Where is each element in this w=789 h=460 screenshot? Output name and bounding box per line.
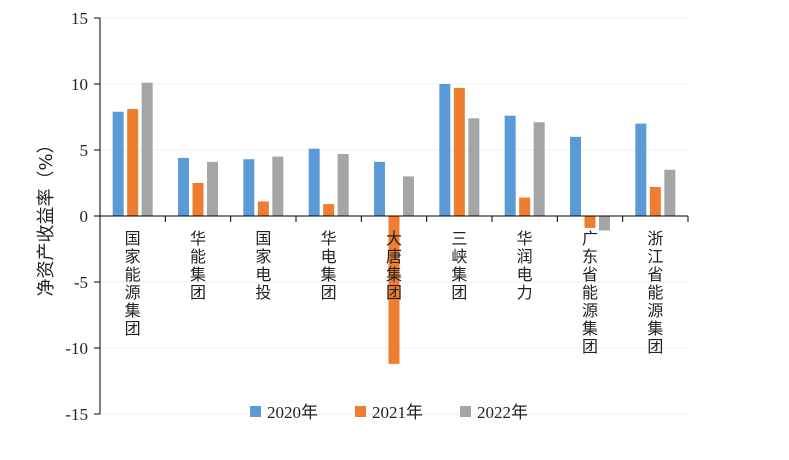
legend-swatch [250, 406, 261, 417]
bar-0-1 [127, 109, 139, 216]
bar-3-0 [308, 148, 320, 216]
bar-2-0 [243, 159, 255, 216]
bar-1-2 [207, 161, 218, 216]
bar-2-2 [272, 156, 284, 216]
y-tick-label: 10 [71, 75, 88, 94]
bars [112, 82, 676, 364]
bar-5-2 [468, 118, 480, 216]
bar-8-0 [635, 123, 647, 216]
bar-4-0 [374, 161, 385, 216]
bar-6-2 [533, 122, 545, 216]
category-label: 三峡集团 [451, 229, 467, 302]
bar-1-0 [178, 157, 189, 216]
category-label: 国家能源集团 [125, 229, 141, 338]
y-tick-label: -15 [65, 405, 88, 424]
bar-6-1 [519, 197, 531, 216]
category-labels: 国家能源集团 华能集团 国家电投 华电集团 大唐集团 三峡集团 华润电力 广东省能源集团 浙江省… [125, 229, 664, 356]
legend: 2020年 2021年 2022年 [250, 403, 528, 422]
legend-label: 2022年 [477, 403, 528, 422]
bar-3-2 [337, 153, 349, 216]
bar-0-0 [112, 111, 124, 216]
bar-7-2 [599, 216, 610, 231]
y-tick-label: 15 [71, 9, 88, 28]
bar-6-0 [504, 115, 516, 216]
y-tick-label: -5 [74, 273, 88, 292]
legend-label: 2021年 [372, 403, 423, 422]
y-axis-label: 净资产收益率（%） [36, 135, 57, 296]
bar-3-1 [323, 204, 335, 216]
category-label: 华电集团 [321, 229, 337, 302]
legend-swatch [460, 406, 471, 417]
y-tick-label: 0 [80, 207, 89, 226]
bar-7-1 [584, 216, 596, 228]
legend-swatch [355, 406, 366, 417]
bar-8-1 [649, 186, 661, 216]
axes [94, 17, 689, 415]
category-label: 广东省能源集团 [582, 229, 598, 356]
bar-8-2 [664, 169, 676, 216]
y-tick-labels: 15 10 5 0 -5 -10 -15 [65, 9, 88, 424]
category-label: 国家电投 [255, 229, 271, 302]
bar-2-1 [257, 201, 269, 216]
bar-4-2 [403, 176, 414, 216]
y-tick-label: -10 [65, 339, 88, 358]
legend-label: 2020年 [267, 403, 318, 422]
bar-5-1 [453, 87, 465, 217]
category-label: 华润电力 [517, 229, 533, 302]
bar-4-1 [388, 216, 400, 364]
category-label: 浙江省能源集团 [647, 229, 663, 356]
category-label: 大唐集团 [386, 229, 402, 302]
y-tick-label: 5 [80, 141, 89, 160]
category-label: 华能集团 [190, 229, 206, 302]
bar-0-2 [141, 82, 153, 217]
bar-7-0 [570, 136, 581, 216]
bar-5-0 [439, 84, 451, 216]
bar-1-1 [192, 183, 204, 216]
